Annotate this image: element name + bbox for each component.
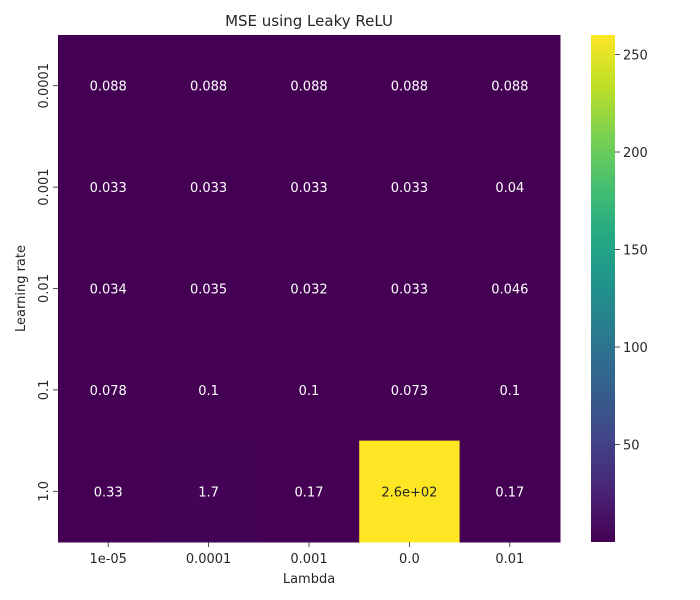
cell-value-label-r0-c1: 0.088 <box>190 80 227 95</box>
heatmap-cell-r0-c3 <box>359 35 461 137</box>
heatmap-cell-r2-c3 <box>359 237 461 340</box>
colorbar-ticks: 50 100 150 200 250 <box>615 49 648 454</box>
x-tick-label-0: 1e-05 <box>89 552 127 567</box>
cell-value-label-r2-c4: 0.046 <box>491 283 528 298</box>
heatmap-cell-r2-c2 <box>258 237 360 340</box>
heatmap-cell-r1-c3 <box>359 136 461 239</box>
heatmap-cell-r0-c0 <box>58 35 159 137</box>
y-tick-label-3: 0.1 <box>37 380 52 401</box>
cell-value-label-r4-c4: 0.17 <box>495 485 524 500</box>
y-tick-label-1: 0.001 <box>37 168 52 205</box>
cell-value-label-r2-c1: 0.035 <box>190 283 227 298</box>
heatmap-cell-r1-c1 <box>158 136 260 239</box>
heatmap-cell-r0-c1 <box>158 35 260 137</box>
cell-value-label-r3-c4: 0.1 <box>499 384 520 399</box>
heatmap-cells <box>58 35 561 543</box>
heatmap-cell-r1-c4 <box>459 136 561 239</box>
cell-value-label-r1-c3: 0.033 <box>391 181 428 196</box>
cell-value-label-r4-c3: 2.6e+02 <box>381 485 437 500</box>
cell-value-label-r1-c1: 0.033 <box>190 181 227 196</box>
colorbar-tick-label-0: 50 <box>623 439 640 454</box>
cell-value-label-r0-c3: 0.088 <box>391 80 428 95</box>
cell-value-label-r2-c2: 0.032 <box>290 283 327 298</box>
heatmap-cell-r4-c1 <box>158 440 260 543</box>
heatmap-cell-r3-c1 <box>158 339 260 442</box>
x-tick-label-3: 0.0 <box>399 552 420 567</box>
heatmap-cell-r4-c0 <box>58 440 159 543</box>
y-tick-label-4: 1.0 <box>37 481 52 502</box>
y-axis-ticks: 0.0001 0.001 0.01 0.1 1.0 <box>37 63 58 502</box>
cell-value-label-r3-c1: 0.1 <box>198 384 219 399</box>
cell-value-label-r4-c2: 0.17 <box>295 485 324 500</box>
cell-value-label-r4-c1: 1.7 <box>198 485 219 500</box>
colorbar <box>591 35 615 542</box>
cell-value-label-r0-c2: 0.088 <box>290 80 327 95</box>
cell-value-label-r3-c3: 0.073 <box>391 384 428 399</box>
y-axis-title: Learning rate <box>14 245 29 332</box>
heatmap-cell-r0-c4 <box>459 35 561 137</box>
colorbar-tick-label-1: 100 <box>623 341 648 356</box>
heatmap-cell-r0-c2 <box>258 35 360 137</box>
x-tick-label-4: 0.01 <box>495 552 524 567</box>
heatmap-cell-r4-c2 <box>258 440 360 543</box>
cell-value-label-r2-c0: 0.034 <box>90 283 127 298</box>
cell-value-label-r2-c3: 0.033 <box>391 283 428 298</box>
x-axis-title: Lambda <box>283 572 335 587</box>
heatmap-cell-r2-c4 <box>459 237 561 340</box>
colorbar-tick-label-4: 250 <box>623 49 648 64</box>
heatmap-cell-labels: 0.088 0.088 0.088 0.088 0.088 0.033 0.033 0.033… <box>90 80 529 501</box>
heatmap-cell-r4-c4 <box>459 440 561 543</box>
cell-value-label-r4-c0: 0.33 <box>94 485 123 500</box>
x-tick-label-2: 0.001 <box>290 552 327 567</box>
cell-value-label-r0-c4: 0.088 <box>491 80 528 95</box>
heatmap-cell-r3-c0 <box>58 339 159 442</box>
y-tick-label-2: 0.01 <box>37 274 52 303</box>
cell-value-label-r1-c4: 0.04 <box>495 181 524 196</box>
cell-value-label-r1-c0: 0.033 <box>90 181 127 196</box>
heatmap-cell-r1-c2 <box>258 136 360 239</box>
heatmap-cell-r4-c3 <box>359 440 461 543</box>
heatmap-cell-r3-c4 <box>459 339 561 442</box>
heatmap-cell-r3-c3 <box>359 339 461 442</box>
chart-title: MSE using Leaky ReLU <box>225 12 393 30</box>
heatmap-cell-r2-c0 <box>58 237 159 340</box>
x-tick-label-1: 0.0001 <box>186 552 232 567</box>
x-axis-ticks: 1e-05 0.0001 0.001 0.0 0.01 <box>89 542 524 567</box>
cell-value-label-r0-c0: 0.088 <box>90 80 127 95</box>
heatmap-cell-r3-c2 <box>258 339 360 442</box>
cell-value-label-r1-c2: 0.033 <box>290 181 327 196</box>
colorbar-tick-label-3: 200 <box>623 146 648 161</box>
heatmap-cell-r2-c1 <box>158 237 260 340</box>
heatmap-cell-r1-c0 <box>58 136 159 239</box>
y-tick-label-0: 0.0001 <box>37 63 52 109</box>
cell-value-label-r3-c2: 0.1 <box>299 384 320 399</box>
colorbar-tick-label-2: 150 <box>623 244 648 259</box>
cell-value-label-r3-c0: 0.078 <box>90 384 127 399</box>
